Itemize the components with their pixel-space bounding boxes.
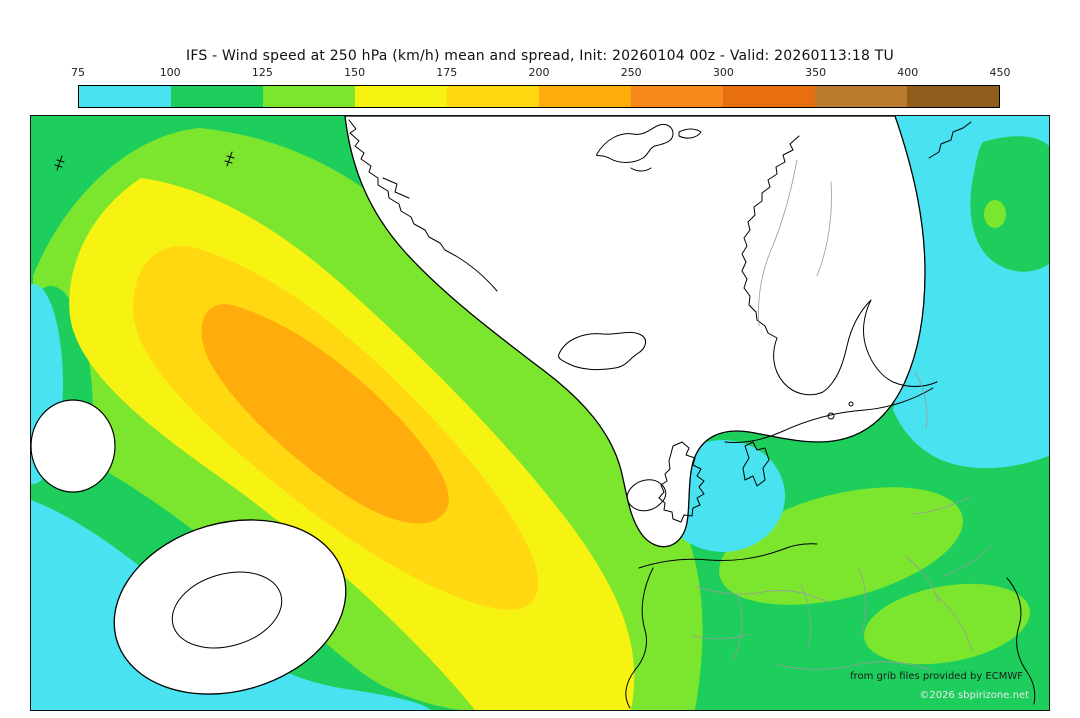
colorbar-segment-350 bbox=[815, 86, 907, 107]
coastlines-group bbox=[54, 119, 1036, 709]
coastline-greenland-fjord bbox=[382, 177, 410, 199]
wind-fill-green-northeast-corner bbox=[970, 136, 1049, 272]
colorbar-tick-150: 150 bbox=[344, 66, 366, 79]
wind-fill-lightgreen-dot-northeast bbox=[984, 200, 1006, 228]
border-line-5 bbox=[904, 555, 940, 603]
map-canvas bbox=[31, 116, 1049, 710]
colorbar-segment-125 bbox=[263, 86, 355, 107]
coastline-svalbard bbox=[596, 123, 674, 163]
colorbar-tick-300: 300 bbox=[712, 66, 734, 79]
border-line-baltic-1 bbox=[914, 371, 928, 430]
coastline-svalbard-south bbox=[630, 167, 652, 172]
coastline-baltic-south bbox=[724, 387, 934, 443]
colorbar-tick-100: 100 bbox=[159, 66, 181, 79]
border-line-baltic-2 bbox=[912, 495, 972, 515]
wind-fill-orange-core bbox=[201, 304, 449, 524]
coastline-scandinavia bbox=[741, 135, 938, 396]
calm-region-southwest-contour bbox=[113, 519, 347, 695]
coastline-greenland-east bbox=[348, 119, 498, 292]
colorbar-tick-175: 175 bbox=[436, 66, 458, 79]
colorbar-segment-175 bbox=[447, 86, 539, 107]
coastline-iceland bbox=[558, 331, 646, 371]
border-line-8 bbox=[692, 633, 750, 640]
colorbar-segment-400 bbox=[907, 86, 999, 107]
colorbar-tick-350: 350 bbox=[805, 66, 827, 79]
station-symbol-2 bbox=[224, 151, 235, 167]
coastline-great-britain bbox=[658, 441, 705, 523]
border-line-4 bbox=[858, 567, 867, 635]
coastline-denmark bbox=[742, 441, 770, 487]
border-line-baltic-3 bbox=[942, 545, 992, 577]
colorbar-segment-150 bbox=[355, 86, 447, 107]
border-line-1 bbox=[694, 585, 828, 603]
coastline-france-west bbox=[625, 567, 654, 709]
colorbar-tick-125: 125 bbox=[251, 66, 273, 79]
border-line-6 bbox=[774, 661, 932, 671]
colorbar-segment-250 bbox=[631, 86, 723, 107]
coastline-arctic-island bbox=[928, 121, 972, 159]
border-line-2 bbox=[732, 593, 743, 661]
colorbar-segment-100 bbox=[171, 86, 263, 107]
border-line-scandinavia-1 bbox=[758, 159, 798, 327]
calm-region-north-contour bbox=[344, 116, 926, 548]
data-credit: from grib files provided by ECMWF bbox=[850, 671, 1023, 682]
coastline-baltic-island-1 bbox=[827, 412, 835, 420]
weather-map: from grib files provided by ECMWF ©2026 … bbox=[30, 115, 1050, 711]
station-symbol-1 bbox=[54, 155, 65, 171]
copyright-notice: ©2026 sbpirizone.net bbox=[919, 690, 1029, 701]
colorbar-tick-400: 400 bbox=[897, 66, 919, 79]
coastline-north-sea-continent bbox=[638, 543, 818, 569]
map-title: IFS - Wind speed at 250 hPa (km/h) mean … bbox=[186, 48, 894, 64]
coastline-ireland bbox=[626, 479, 667, 512]
colorbar-tick-row: 75 100 125 150 175 200 250 300 350 400 450 bbox=[71, 66, 1011, 82]
wind-speed-colorbar: 75 100 125 150 175 200 250 300 350 400 450 bbox=[71, 66, 1011, 108]
calm-region-southwest-inner-contour bbox=[171, 571, 283, 649]
country-borders-group bbox=[692, 159, 992, 671]
colorbar-segment-300 bbox=[723, 86, 815, 107]
colorbar-tick-200: 200 bbox=[528, 66, 550, 79]
colorbar-segment-75 bbox=[79, 86, 171, 107]
colorbar-tick-250: 250 bbox=[620, 66, 642, 79]
coastline-baltic-island-2 bbox=[848, 401, 854, 407]
colorbar-segment-200 bbox=[539, 86, 631, 107]
coastline-svalbard-islet bbox=[678, 128, 702, 139]
border-line-7 bbox=[936, 595, 973, 652]
border-line-scandinavia-2 bbox=[816, 181, 832, 277]
colorbar-scale bbox=[78, 85, 1000, 108]
calm-region-west-edge-contour bbox=[31, 399, 116, 493]
border-line-3 bbox=[800, 585, 812, 649]
colorbar-tick-75: 75 bbox=[71, 66, 85, 79]
colorbar-tick-450: 450 bbox=[989, 66, 1011, 79]
coastline-italy bbox=[1006, 577, 1036, 705]
wind-fill-lightgreen-europe-2 bbox=[864, 583, 1030, 665]
